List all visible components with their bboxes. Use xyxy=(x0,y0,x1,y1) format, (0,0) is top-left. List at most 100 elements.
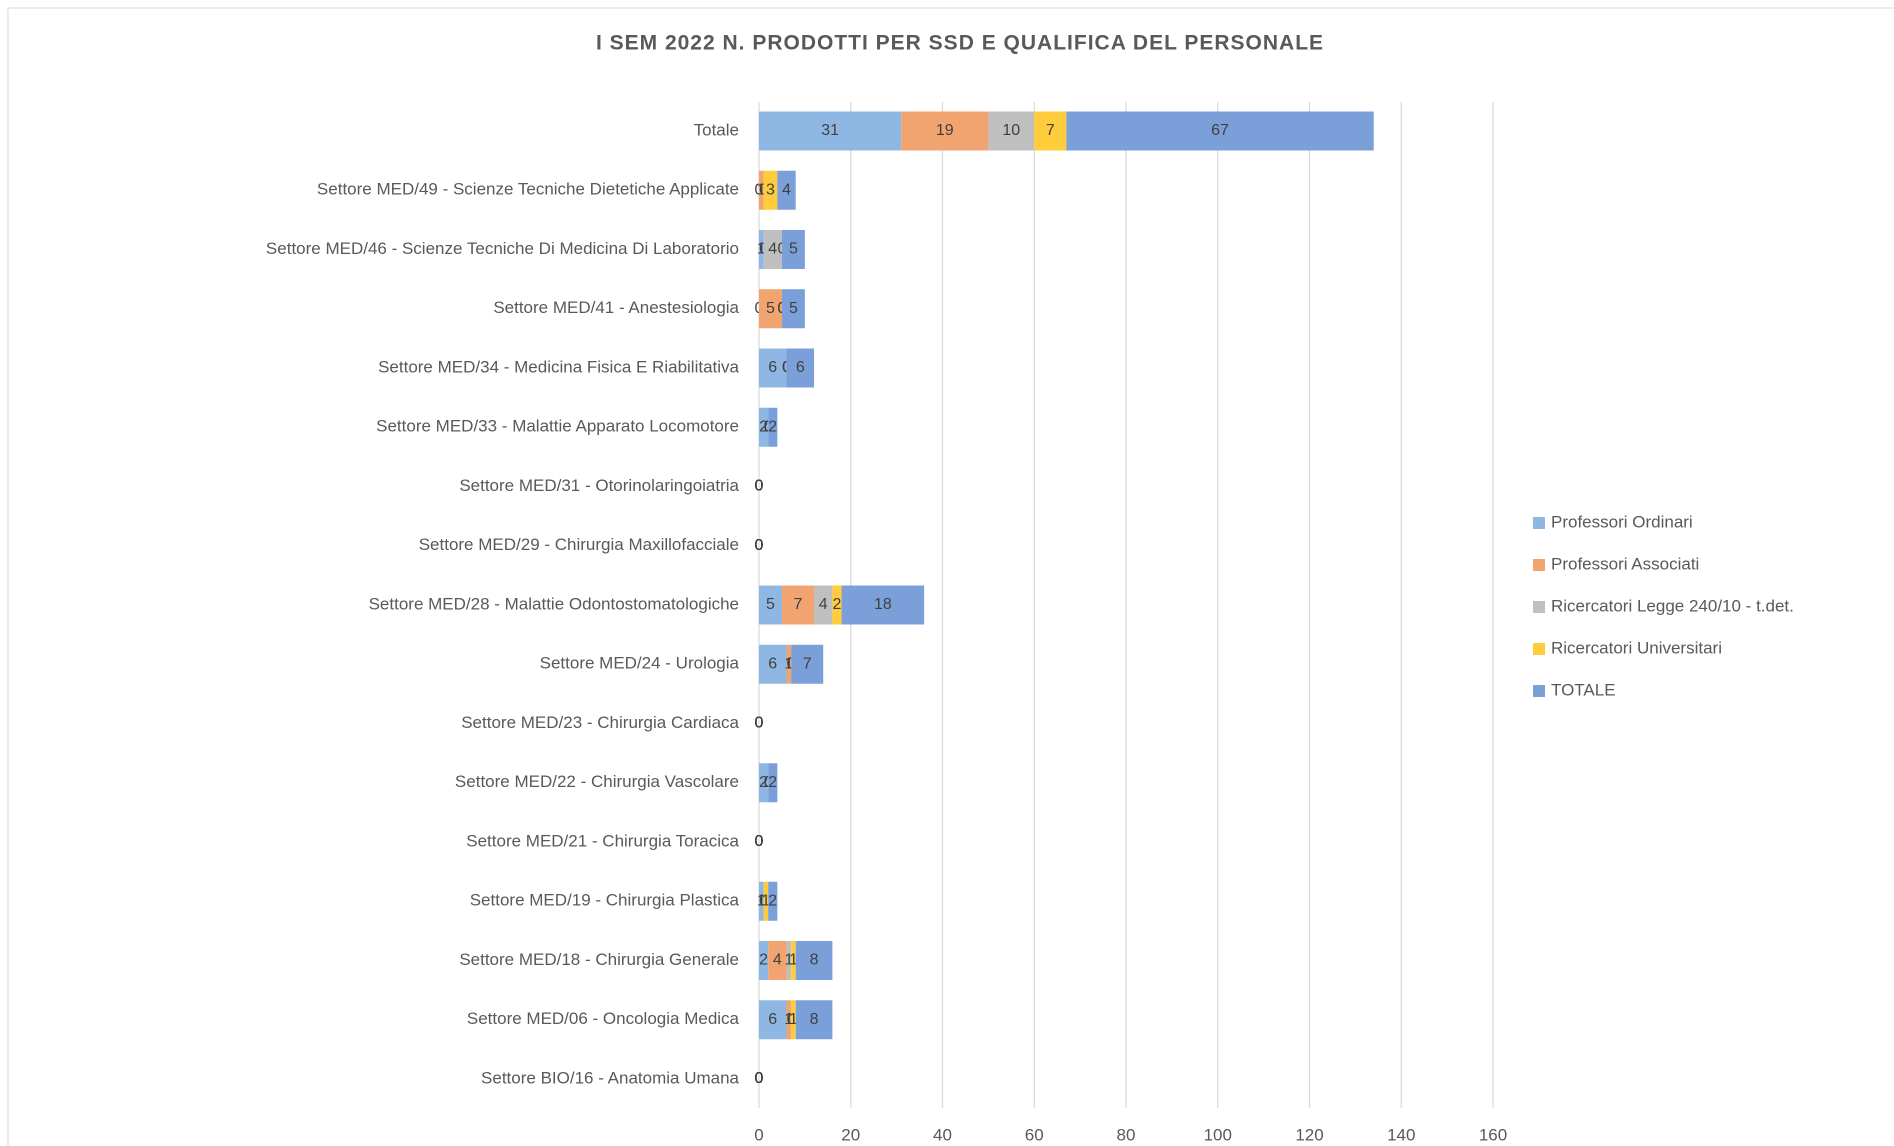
x-tick-label: 140 xyxy=(1387,1125,1415,1144)
data-label: 1 xyxy=(757,892,766,909)
bar-segment xyxy=(759,230,764,269)
y-tick-label: Settore MED/18 - Chirurgia Generale xyxy=(459,950,739,969)
y-tick-label: Settore MED/33 - Malattie Apparato Locom… xyxy=(376,417,739,436)
y-tick-label: Settore MED/21 - Chirurgia Toracica xyxy=(466,831,739,850)
data-label: 0 xyxy=(755,833,764,850)
data-label: 1 xyxy=(757,241,766,258)
legend-label: Professori Ordinari xyxy=(1551,512,1693,531)
data-label: 6 xyxy=(796,359,805,376)
data-label: 5 xyxy=(766,300,775,317)
data-label: 0 xyxy=(755,715,764,732)
bar-segment xyxy=(791,1000,796,1040)
bar-segment xyxy=(759,348,787,388)
data-label: 0 xyxy=(755,1070,764,1087)
data-label: 3 xyxy=(766,181,775,198)
data-label: 4 xyxy=(773,952,782,969)
bar-segment xyxy=(759,585,782,625)
bar-segment xyxy=(791,644,824,684)
data-label: 7 xyxy=(1046,122,1055,139)
bar-segment xyxy=(759,170,764,210)
y-tick-label: Settore MED/24 - Urologia xyxy=(540,654,740,673)
data-label: 1 xyxy=(757,181,766,198)
bar-segment xyxy=(768,881,778,921)
data-label: 67 xyxy=(1211,122,1229,139)
legend-swatch xyxy=(1533,517,1545,529)
data-label: 0 xyxy=(755,537,764,554)
bar-segment xyxy=(781,230,805,269)
data-label: 8 xyxy=(810,952,819,969)
data-label: 1 xyxy=(784,655,793,672)
y-tick-label: Settore MED/19 - Chirurgia Plastica xyxy=(470,891,740,910)
y-tick-label: Settore MED/49 - Scienze Tecniche Dietet… xyxy=(317,180,739,199)
data-label: 0 xyxy=(755,537,764,554)
data-label: 0 xyxy=(755,478,764,495)
x-tick-label: 100 xyxy=(1204,1125,1232,1144)
bar-segment xyxy=(786,644,792,684)
data-label: 6 xyxy=(768,359,777,376)
data-label: 0 xyxy=(755,833,764,850)
bar-segment xyxy=(832,585,842,625)
legend-label: Ricercatori Universitari xyxy=(1551,638,1722,657)
data-label: 1 xyxy=(784,952,793,969)
bar-segment xyxy=(759,289,782,329)
legend-label: TOTALE xyxy=(1551,680,1616,699)
data-label: 7 xyxy=(794,596,803,613)
legend-label: Professori Associati xyxy=(1551,554,1699,573)
bar-segment xyxy=(901,111,989,151)
data-label: 0 xyxy=(755,833,764,850)
data-label: 0 xyxy=(755,537,764,554)
bar-segment xyxy=(768,407,778,447)
data-label: 0 xyxy=(755,537,764,554)
data-label: 0 xyxy=(755,1070,764,1087)
bar-segment xyxy=(759,407,769,447)
bar-segment xyxy=(795,1000,833,1040)
data-label: 19 xyxy=(936,122,954,139)
legend-swatch xyxy=(1533,559,1545,571)
y-tick-label: Settore MED/34 - Medicina Fisica E Riabi… xyxy=(378,357,739,376)
y-tick-label: Settore MED/41 - Anestesiologia xyxy=(493,298,739,317)
chart-border xyxy=(7,7,1894,1146)
data-label: 0 xyxy=(755,478,764,495)
legend-swatch xyxy=(1533,685,1545,697)
bar-segment xyxy=(988,111,1035,151)
x-tick-label: 0 xyxy=(754,1125,763,1144)
data-label: 6 xyxy=(768,655,777,672)
data-label: 8 xyxy=(810,1011,819,1028)
y-tick-label: Settore MED/22 - Chirurgia Vascolare xyxy=(455,772,739,791)
bar-segment xyxy=(763,881,769,921)
bar-segment xyxy=(795,941,833,980)
x-tick-label: 20 xyxy=(841,1125,860,1144)
data-label: 18 xyxy=(874,596,892,613)
data-label: 5 xyxy=(789,241,798,258)
x-tick-label: 40 xyxy=(933,1125,952,1144)
bar-segment xyxy=(759,111,902,151)
legend-swatch xyxy=(1533,643,1545,655)
x-tick-label: 80 xyxy=(1117,1125,1136,1144)
bar-segment xyxy=(1066,111,1374,151)
bar-segment xyxy=(759,763,769,803)
bar-segment xyxy=(777,170,796,210)
y-tick-label: Settore MED/28 - Malattie Odontostomatol… xyxy=(369,594,739,613)
data-label: 0 xyxy=(755,478,764,495)
y-tick-label: Settore MED/29 - Chirurgia Maxillofaccia… xyxy=(419,535,739,554)
bar-segment xyxy=(768,763,778,803)
data-label: 4 xyxy=(819,596,828,613)
bar-segment xyxy=(781,585,815,625)
data-label: 5 xyxy=(789,300,798,317)
data-label: 2 xyxy=(759,952,768,969)
data-label: 1 xyxy=(761,892,770,909)
bar-segment xyxy=(814,585,833,625)
bar-segment xyxy=(786,348,815,388)
data-label: 2 xyxy=(833,596,842,613)
bar-segment xyxy=(1034,111,1067,151)
bar-segment xyxy=(763,230,782,269)
data-label: 0 xyxy=(755,715,764,732)
data-label: 7 xyxy=(803,655,812,672)
data-label: 1 xyxy=(789,1011,798,1028)
bar-segment xyxy=(759,881,764,921)
data-label: 0 xyxy=(755,1070,764,1087)
x-tick-label: 120 xyxy=(1295,1125,1323,1144)
data-label: 5 xyxy=(766,596,775,613)
data-label: 0 xyxy=(755,715,764,732)
